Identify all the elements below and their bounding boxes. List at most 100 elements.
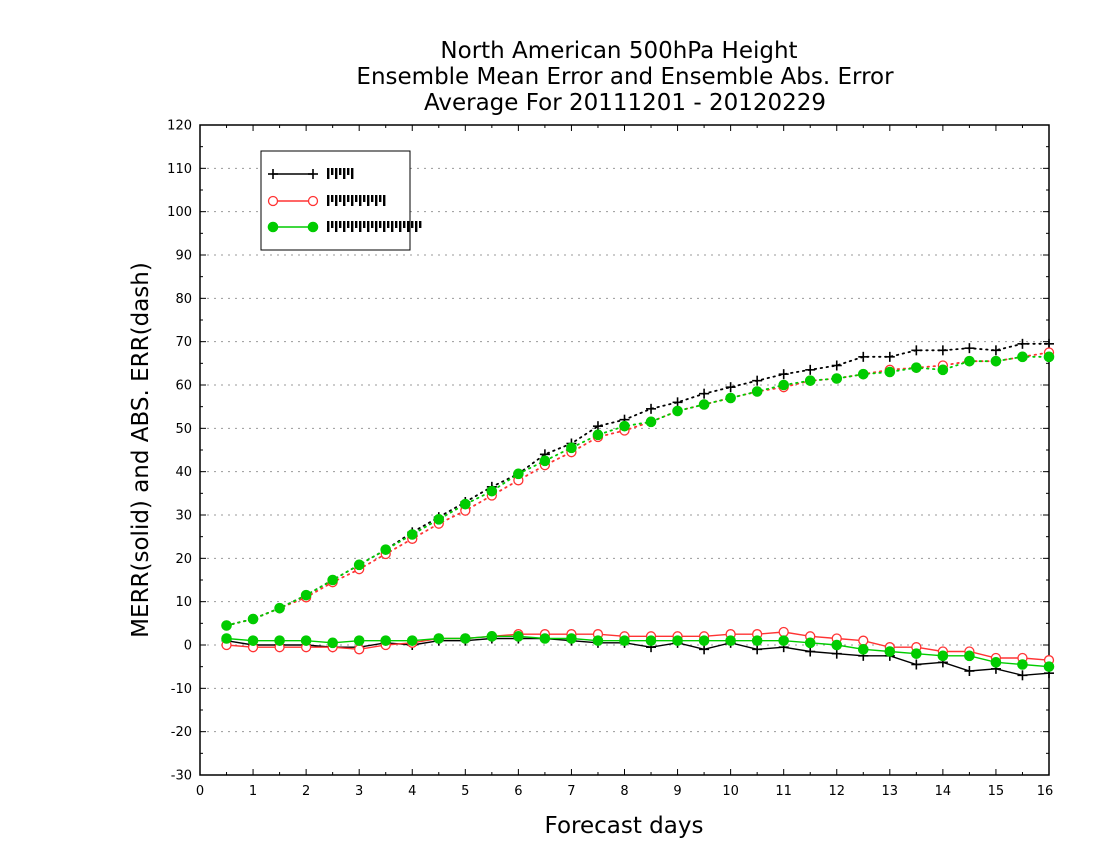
legend-marker-3 — [267, 221, 279, 233]
series-3-abs-err-point — [619, 420, 630, 432]
series-3-mean-err-point — [911, 648, 922, 659]
x-tick-label: 13 — [882, 784, 899, 799]
series-3-mean-err-point — [433, 633, 445, 644]
series-3-mean-err-point — [327, 637, 338, 649]
series-3-mean-err-point — [672, 635, 683, 646]
legend-marker-1 — [268, 169, 278, 179]
series-1-abs-err-point — [805, 364, 816, 375]
series-3-mean-err-point — [566, 633, 577, 644]
series-3-mean-err-point — [300, 635, 312, 646]
y-tick-label: 100 — [167, 205, 192, 220]
series-1-abs-err-point — [911, 345, 922, 356]
series-3-mean-err-point — [353, 635, 365, 646]
series-3-mean-err-point — [990, 657, 1002, 668]
series-1-abs-err-point — [699, 388, 710, 399]
x-tick-label: 3 — [355, 784, 363, 799]
chart-title-line-1: North American 500hPa Height — [440, 38, 797, 64]
series-1-abs-err-point — [752, 375, 763, 386]
x-tick-label: 9 — [673, 784, 681, 799]
series-3-mean-err-point — [937, 650, 949, 662]
series-3-mean-err-point — [619, 635, 630, 646]
series-3-abs-err-point — [486, 485, 498, 497]
y-tick-label: 70 — [175, 335, 192, 350]
series-3-mean-err-point — [725, 635, 736, 646]
series-1-mean-err-point — [752, 644, 763, 655]
series-3-mean-err-point — [380, 635, 392, 646]
x-tick-label: 5 — [461, 784, 469, 799]
series-2-mean-err-point — [354, 644, 365, 655]
y-tick-label: -20 — [171, 725, 192, 740]
series-3-mean-err-point — [1017, 659, 1028, 670]
series-3-abs-err-point — [300, 589, 312, 601]
y-tick-label: 0 — [184, 639, 192, 654]
legend-marker-3 — [307, 221, 319, 233]
series-2-mean-err-line — [226, 631, 1050, 661]
series-3-abs-err-point — [221, 620, 232, 631]
series-3-mean-err-point — [804, 637, 816, 649]
series-3-mean-err-point — [884, 646, 896, 657]
series-3-abs-err-point — [778, 379, 789, 391]
legend-label-3 — [327, 221, 422, 232]
series-2-abs-err-line — [225, 351, 1050, 627]
series-3-abs-err-point — [937, 364, 949, 376]
series-1-mean-err-point — [1017, 670, 1028, 681]
x-tick-label: 16 — [1037, 784, 1054, 799]
series-3-mean-err-point — [645, 635, 657, 646]
x-axis-title: Forecast days — [545, 813, 704, 839]
series-3-abs-err-point — [645, 416, 657, 428]
series-3-abs-err-point — [698, 399, 710, 410]
series-3-abs-err-point — [804, 375, 816, 386]
y-tick-label: 10 — [175, 595, 192, 610]
series-1-mean-err-line — [226, 637, 1050, 677]
series-3-mean-err-point — [778, 635, 789, 646]
y-tick-label: 90 — [175, 249, 192, 264]
series-1-abs-err-point — [646, 403, 657, 414]
series-3-mean-err-point — [698, 635, 710, 646]
x-tick-label: 6 — [514, 784, 522, 799]
grid — [200, 167, 1049, 733]
x-tick-label: 1 — [249, 784, 257, 799]
x-tick-label: 4 — [408, 784, 416, 799]
series-3-abs-err-point — [380, 544, 392, 555]
y-tick-label: 110 — [167, 162, 192, 177]
series-3-abs-err-point — [964, 355, 975, 367]
series-1-mean-err-point — [964, 666, 975, 676]
series-3-abs-err-point — [751, 386, 763, 397]
series-1-abs-err-point — [672, 397, 683, 408]
series-3-mean-err-point — [751, 635, 763, 646]
series-1-abs-err-line — [225, 342, 1050, 627]
series-3-abs-err-point — [539, 455, 551, 467]
y-tick-label: 40 — [175, 465, 192, 480]
series-1-abs-err-point — [778, 369, 789, 380]
series-3-mean-err-line — [226, 635, 1050, 668]
series-3-mean-err-point — [831, 639, 843, 651]
chart-title-line-3: Average For 20111201 - 20120229 — [424, 90, 826, 116]
series-3-mean-err-point — [486, 631, 498, 642]
x-tick-label: 10 — [722, 784, 739, 799]
series-1-mean-err-point — [805, 646, 816, 657]
x-tick-label: 15 — [988, 784, 1005, 799]
series-3-abs-err-point — [433, 514, 445, 525]
legend-label-1 — [327, 168, 354, 179]
series-1-abs-err-point — [937, 345, 948, 356]
series-3-mean-err-point — [274, 635, 285, 646]
series-3-mean-err-point — [857, 644, 869, 655]
series-3-abs-err-point — [911, 362, 922, 373]
legend-marker-1 — [308, 169, 318, 179]
x-tick-label: 7 — [567, 784, 575, 799]
series-2-mean-err-point — [778, 626, 789, 638]
legend-label-2 — [327, 195, 386, 206]
series-3-abs-err-point — [592, 429, 604, 441]
y-tick-label: -10 — [171, 682, 192, 697]
series-3-abs-err-point — [672, 405, 683, 417]
series — [221, 338, 1055, 681]
series-3-abs-err-point — [274, 602, 285, 614]
series-3-mean-err-point — [964, 650, 975, 662]
series-1-abs-err-point — [858, 351, 869, 362]
series-1-mean-err-point — [911, 659, 922, 670]
series-3-mean-err-point — [513, 631, 524, 642]
series-3-mean-err-point — [406, 635, 418, 646]
series-3-abs-err-line — [225, 355, 1050, 627]
y-tick-label: 120 — [167, 119, 192, 134]
series-1-abs-err-point — [592, 421, 603, 432]
